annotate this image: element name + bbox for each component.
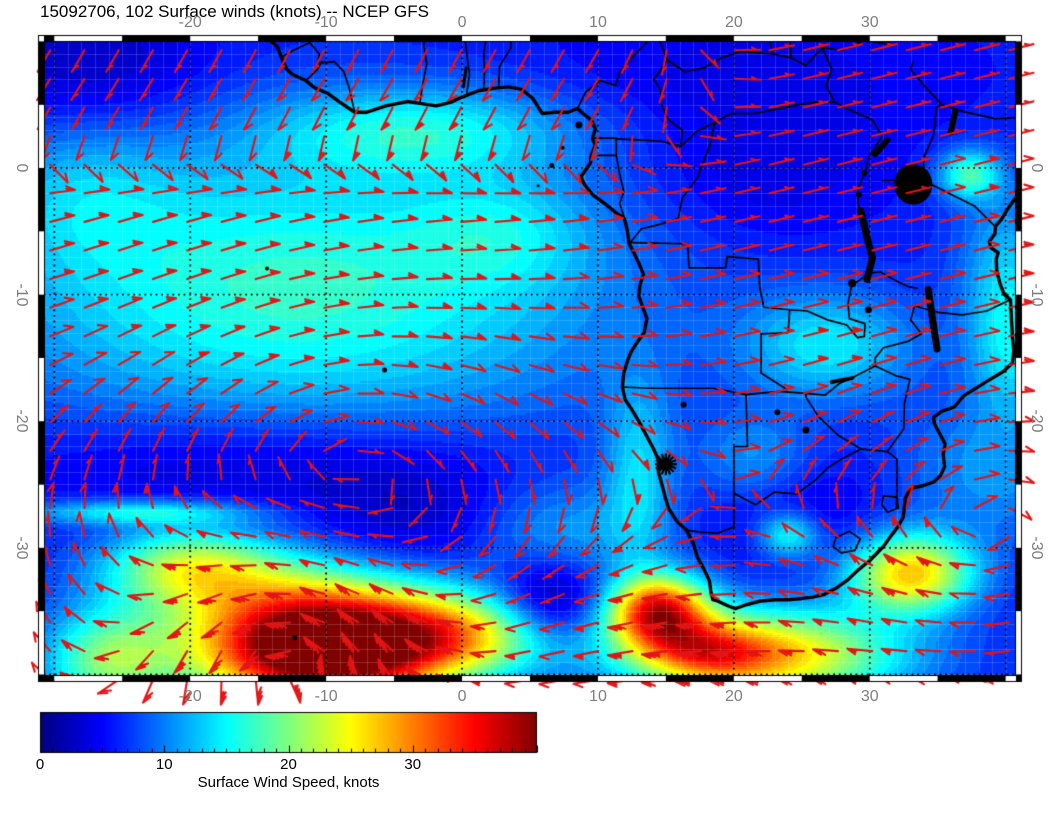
lon-tick-label-bottom: -20 [178,688,202,705]
lon-tick-label-bottom: 10 [589,688,607,705]
lat-tick-label-left: -10 [13,282,30,307]
lon-tick-label-top: 20 [724,14,743,31]
colorbar-caption: Surface Wind Speed, knots [197,774,380,791]
lon-tick-label-bottom: -10 [314,688,338,705]
lat-tick-label-right: -10 [1028,282,1045,307]
lon-tick-label-top: 0 [457,14,467,31]
colorbar-tick-label: 10 [155,756,173,773]
lat-tick-label-right: 0 [1028,163,1045,173]
lon-tick-label-bottom: 20 [724,688,743,705]
lon-tick-label-top: -10 [314,14,338,31]
lon-tick-label-top: -20 [178,14,202,31]
lat-tick-label-left: -20 [13,409,30,433]
lon-tick-label-top: 30 [860,14,879,31]
colorbar-tick-label: 20 [280,756,297,773]
lat-tick-label-left: 0 [13,163,30,173]
lon-tick-label-top: 10 [589,14,607,31]
lon-tick-label-bottom: 0 [457,688,467,705]
lat-tick-label-left: -30 [13,536,30,560]
colorbar-tick-label: 0 [35,756,45,773]
colorbar-tick-label: 30 [404,756,422,773]
lon-tick-label-bottom: 30 [860,688,879,705]
lat-tick-label-right: -30 [1028,536,1045,560]
lat-tick-label-right: -20 [1028,409,1045,433]
